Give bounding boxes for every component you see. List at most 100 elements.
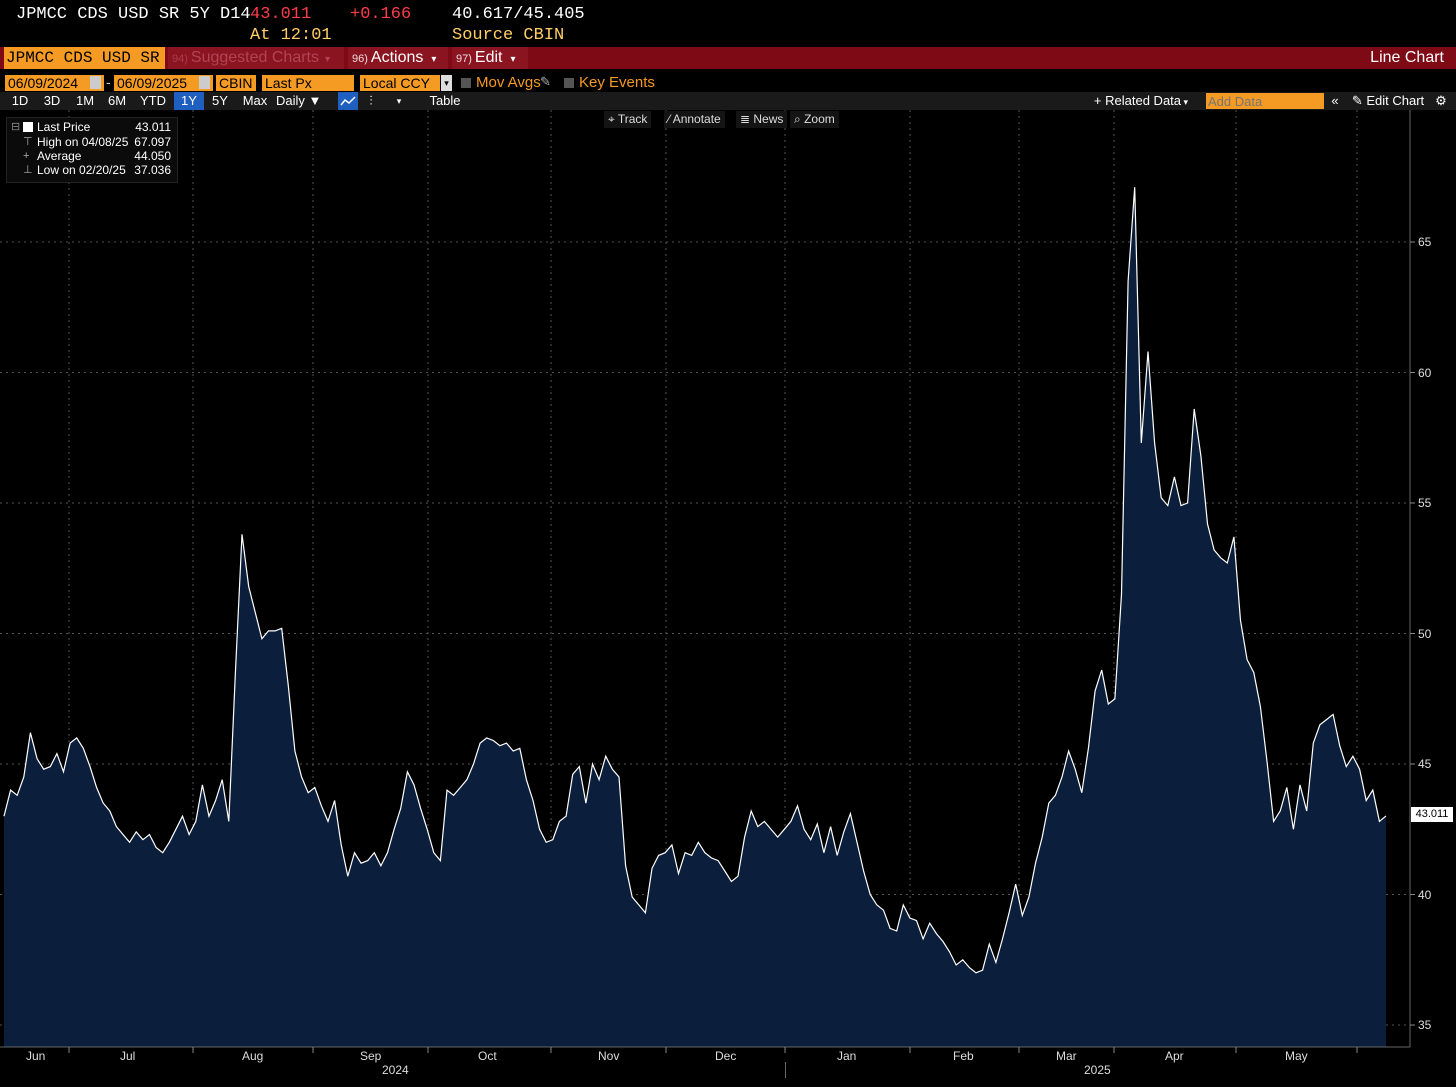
annotate-tool[interactable]: ⁄ Annotate: [664, 111, 725, 128]
edit-button[interactable]: 97) Edit ▾: [452, 47, 528, 69]
y-tick-label: 35: [1418, 1018, 1432, 1032]
y-ticks: [1410, 241, 1415, 1026]
x-tick-label: Mar: [1056, 1049, 1077, 1063]
chevron-down-icon: ▾: [1181, 97, 1189, 107]
price-change-value: +0.166: [350, 5, 412, 24]
track-tool[interactable]: ⌖ Track: [604, 111, 652, 128]
x-tick-label: Oct: [478, 1049, 497, 1063]
magnifier-icon: ⌕: [794, 112, 805, 126]
actions-number: 96): [352, 53, 368, 65]
currency-value: Local CCY: [363, 75, 430, 91]
x-tick-label: Dec: [715, 1049, 737, 1063]
chevron-down-icon: ▾: [431, 54, 437, 65]
bar-chart-icon[interactable]: ⫶: [369, 93, 373, 108]
year-label: 2025: [1084, 1063, 1111, 1077]
y-tick-label: 60: [1418, 365, 1432, 380]
period-1y[interactable]: 1Y: [174, 92, 204, 110]
y-tick-label: 45: [1418, 757, 1432, 771]
suggested-charts-number: 94): [172, 53, 188, 65]
legend-high-label: High on 04/08/25: [37, 135, 129, 149]
start-date-input[interactable]: 06/09/2024: [5, 75, 104, 91]
low-marker-icon: ⊥: [23, 164, 33, 176]
plus-icon: +: [1093, 93, 1106, 108]
period-5y[interactable]: 5Y: [212, 93, 228, 108]
y-tick-label: 55: [1418, 496, 1432, 510]
period-6m[interactable]: 6M: [107, 93, 127, 108]
related-data-button[interactable]: + Related Data ▾: [1088, 92, 1194, 110]
last-price-value: 43.011: [250, 5, 312, 24]
x-tick-label: Aug: [242, 1049, 264, 1063]
end-date-value: 06/09/2025: [117, 75, 188, 91]
zoom-tool[interactable]: ⌕ Zoom: [790, 111, 839, 128]
edit-chart-button[interactable]: ✎ Edit Chart: [1348, 92, 1428, 110]
collapse-box-icon[interactable]: ⊟: [11, 121, 21, 133]
price-area: [4, 187, 1386, 1047]
table-button[interactable]: Table: [429, 93, 461, 108]
calendar-icon[interactable]: [90, 76, 101, 89]
news-icon: ≣: [740, 112, 754, 126]
legend-average-value: 44.050: [134, 149, 171, 163]
x-tick-label: Feb: [953, 1049, 974, 1063]
pricing-source-input[interactable]: CBIN: [216, 75, 256, 91]
price-line: [3, 187, 1387, 974]
pricing-source-value: CBIN: [219, 75, 253, 91]
x-tick-label: Sep: [360, 1049, 382, 1063]
y-tick-label: 40: [1418, 887, 1432, 902]
x-tick-label: May: [1285, 1049, 1308, 1063]
series-swatch-icon: [23, 122, 33, 132]
pencil-icon[interactable]: ✎: [540, 74, 551, 89]
line-chart-icon[interactable]: [338, 92, 358, 110]
price-chart[interactable]: [0, 110, 1456, 1087]
chevron-down-icon[interactable]: ▾: [441, 75, 452, 91]
legend-low-row: ⊥ Low on 02/20/25 37.036: [7, 163, 177, 177]
suggested-charts-button[interactable]: 94) Suggested Charts ▾: [168, 47, 344, 69]
price-time: At 12:01: [250, 26, 332, 45]
period-1d[interactable]: 1D: [11, 93, 29, 108]
suggested-charts-label: Suggested Charts: [190, 49, 319, 66]
x-tick-label: Apr: [1165, 1049, 1184, 1063]
pencil-icon: ✎: [1351, 93, 1367, 108]
x-tick-label: Jan: [837, 1049, 857, 1063]
bid-ask-range: 40.617/45.405: [452, 5, 585, 24]
caret-down-icon: ▼: [304, 93, 322, 108]
gear-icon[interactable]: ⚙: [1435, 93, 1447, 108]
collapse-icon[interactable]: «: [1331, 93, 1339, 108]
legend-last-row: ⊟ Last Price 43.011: [7, 120, 177, 134]
legend-average-label: Average: [37, 149, 82, 163]
legend-last-label: Last Price: [37, 120, 91, 134]
related-data-label: Related Data: [1105, 93, 1182, 108]
news-tool[interactable]: ≣ News: [736, 111, 788, 128]
price-source: Source CBIN: [452, 26, 565, 45]
currency-select[interactable]: Local CCY: [360, 75, 440, 91]
frequency-value: Daily: [276, 93, 305, 108]
chevron-down-icon[interactable]: ▾: [396, 96, 402, 106]
actions-button[interactable]: 96) Actions ▾: [348, 47, 448, 69]
key-events-label: Key Events: [579, 74, 655, 91]
field-input[interactable]: Last Px: [262, 75, 354, 91]
legend-low-value: 37.036: [134, 163, 171, 177]
chart-legend: ⊟ Last Price 43.011 ⊤ High on 04/08/25 6…: [6, 117, 178, 183]
period-max[interactable]: Max: [242, 93, 268, 108]
edit-label: Edit: [474, 49, 503, 66]
x-tick-label: Jul: [120, 1049, 136, 1063]
period-ytd[interactable]: YTD: [140, 93, 166, 108]
mov-avgs-checkbox[interactable]: [461, 78, 471, 88]
edit-chart-label: Edit Chart: [1366, 93, 1425, 108]
add-data-input[interactable]: [1206, 93, 1324, 109]
legend-high-row: ⊤ High on 04/08/25 67.097: [7, 135, 177, 149]
frequency-select[interactable]: Daily ▼: [276, 92, 330, 110]
period-3d[interactable]: 3D: [43, 93, 61, 108]
zoom-label: Zoom: [804, 112, 835, 126]
end-date-input[interactable]: 06/09/2025: [114, 75, 213, 91]
edit-number: 97): [456, 53, 472, 65]
key-events-checkbox[interactable]: [564, 78, 574, 88]
high-marker-icon: ⊤: [23, 136, 33, 148]
year-separator: [785, 1062, 786, 1078]
date-separator: -: [106, 74, 111, 90]
news-label: News: [753, 112, 784, 126]
legend-high-value: 67.097: [134, 135, 171, 149]
period-1m[interactable]: 1M: [75, 93, 95, 108]
period-toolbar: [0, 92, 1456, 110]
security-field[interactable]: JPMCC CDS USD SR: [4, 47, 165, 69]
calendar-icon[interactable]: [199, 76, 210, 89]
